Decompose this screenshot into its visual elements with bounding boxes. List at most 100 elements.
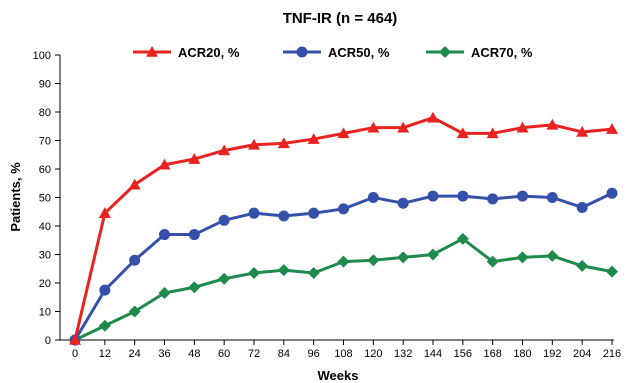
- data-point: [218, 272, 231, 285]
- data-point: [158, 286, 171, 299]
- data-point: [576, 125, 589, 137]
- series-acr70: [69, 232, 618, 346]
- data-point: [546, 118, 559, 130]
- legend-marker: [296, 46, 308, 58]
- legend-item: ACR50, %: [283, 45, 390, 60]
- y-tick-label: 60: [39, 164, 51, 176]
- legend: ACR20, % ACR50, % ACR70, %: [133, 45, 533, 60]
- x-tick-label: 36: [158, 348, 170, 360]
- data-point: [517, 190, 528, 202]
- x-tick-label: 204: [573, 348, 591, 360]
- data-point: [129, 254, 141, 266]
- data-point: [576, 201, 588, 213]
- data-point: [457, 190, 469, 202]
- series-acr20: [69, 111, 618, 345]
- data-point: [337, 255, 350, 268]
- data-point: [159, 229, 170, 241]
- data-point: [128, 178, 141, 190]
- y-tick-label: 40: [39, 221, 51, 233]
- data-point: [188, 153, 201, 164]
- x-tick-label: 60: [218, 348, 230, 360]
- data-point: [487, 193, 499, 205]
- data-point: [516, 121, 529, 133]
- data-point: [367, 121, 380, 133]
- x-tick-label: 0: [72, 348, 78, 360]
- x-tick-label: 192: [543, 348, 561, 360]
- data-point: [278, 210, 290, 222]
- chart-title: TNF-IR (n = 464): [283, 10, 398, 27]
- data-point: [307, 133, 320, 144]
- legend-item: ACR20, %: [133, 45, 240, 60]
- data-point: [456, 232, 469, 245]
- series-line: [73, 116, 613, 341]
- x-axis-label: Weeks: [318, 368, 359, 383]
- data-point: [158, 158, 171, 170]
- data-point: [367, 254, 380, 267]
- x-tick-label: 180: [513, 348, 531, 360]
- data-point: [397, 197, 409, 209]
- x-tick-label: 120: [364, 348, 382, 360]
- data-point: [427, 190, 439, 202]
- data-point: [248, 207, 260, 219]
- x-tick-label: 24: [129, 348, 141, 360]
- y-tick-label: 10: [39, 307, 51, 319]
- data-point: [69, 334, 81, 345]
- data-point: [546, 249, 559, 262]
- x-tick-label: 144: [424, 348, 442, 360]
- data-point: [367, 192, 379, 203]
- data-point: [98, 319, 111, 332]
- data-point: [486, 127, 499, 139]
- data-point: [546, 192, 558, 203]
- data-point: [486, 255, 499, 268]
- y-tick-label: 50: [39, 193, 51, 205]
- legend-marker: [146, 46, 158, 57]
- data-point: [427, 248, 439, 261]
- data-point: [277, 137, 290, 149]
- data-point: [397, 121, 410, 133]
- x-tick-label: 12: [99, 348, 111, 360]
- x-tick-label: 72: [248, 348, 260, 360]
- y-tick-label: 20: [39, 278, 51, 290]
- y-ticks: 0 10 20 30 40 50 60 70 80 90 100: [33, 50, 60, 347]
- y-tick-label: 0: [45, 335, 51, 347]
- legend-marker: [439, 46, 451, 58]
- data-point: [308, 207, 320, 219]
- y-tick-label: 80: [39, 107, 51, 119]
- data-point: [218, 214, 230, 226]
- x-ticks: 0 12 24 36 48 60 72 84 96 108 120 132 144 156 168 180 19…: [72, 340, 621, 360]
- legend-label: ACR20, %: [178, 45, 240, 60]
- data-point: [307, 267, 320, 280]
- legend-item: ACR70, %: [426, 45, 533, 60]
- x-tick-label: 156: [454, 348, 472, 360]
- data-point: [606, 265, 618, 278]
- legend-label: ACR50, %: [328, 45, 390, 60]
- x-tick-label: 216: [603, 348, 621, 360]
- data-point: [188, 229, 200, 241]
- data-point: [98, 207, 111, 218]
- data-point: [456, 127, 469, 139]
- data-point: [427, 111, 439, 123]
- x-tick-label: 168: [483, 348, 501, 360]
- data-point: [397, 251, 410, 264]
- data-point: [277, 264, 290, 277]
- data-point: [606, 123, 618, 134]
- data-point: [128, 305, 141, 318]
- y-tick-label: 70: [39, 136, 51, 148]
- x-tick-label: 84: [278, 348, 290, 360]
- data-point: [218, 144, 231, 156]
- data-point: [188, 281, 201, 294]
- y-tick-label: 90: [39, 79, 51, 91]
- y-tick-label: 100: [33, 50, 51, 62]
- legend-label: ACR70, %: [471, 45, 533, 60]
- data-point: [606, 187, 618, 199]
- data-point: [248, 138, 260, 150]
- series-group: [69, 111, 618, 346]
- data-point: [338, 203, 349, 215]
- x-tick-label: 132: [394, 348, 412, 360]
- data-point: [99, 284, 111, 296]
- x-tick-label: 96: [308, 348, 320, 360]
- y-axis-label: Patients, %: [8, 162, 23, 232]
- data-point: [337, 127, 350, 139]
- series-line: [74, 237, 613, 342]
